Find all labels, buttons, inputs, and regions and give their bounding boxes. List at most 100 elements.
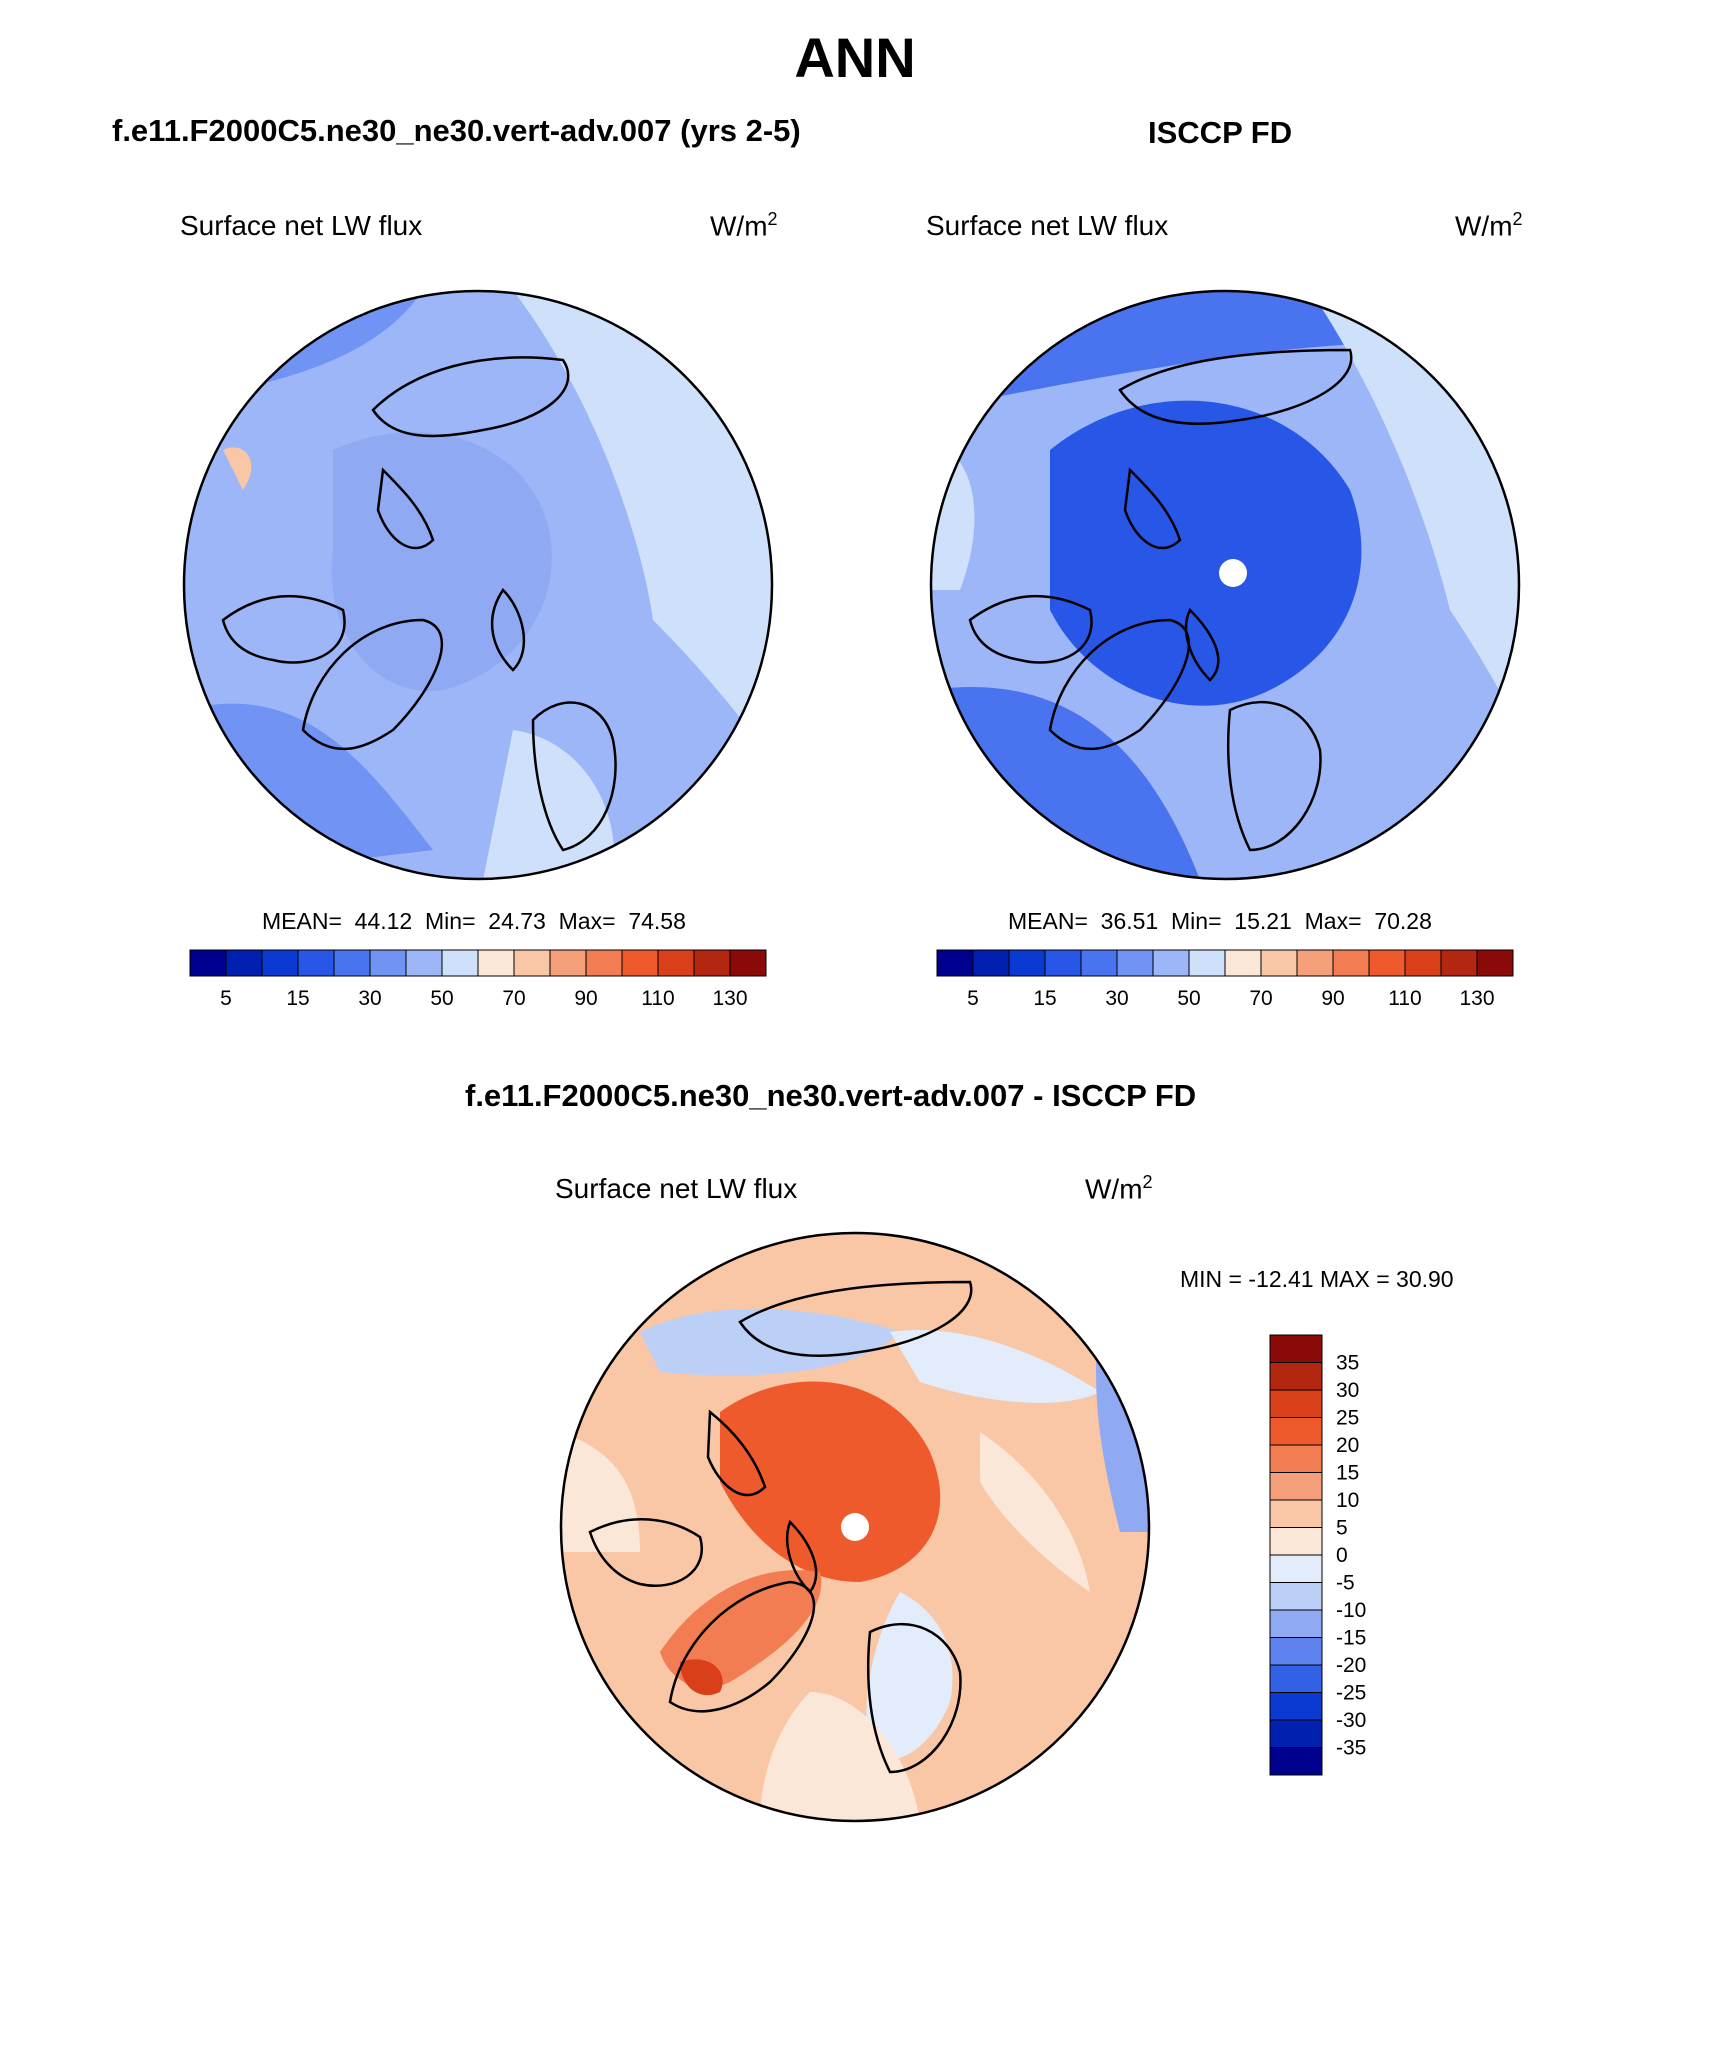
obs-colorbar-box [1368, 949, 1406, 977]
obs-colorbar-tick-label: 15 [1033, 987, 1056, 1010]
obs-colorbar-tick-label: 130 [1459, 987, 1494, 1010]
diff-colorbar: 35 30 25 20 15 10 5 0 -5 -10 -15 -20 -25 -30 -35 [1269, 1334, 1366, 1776]
diff-colorbar-box [1269, 1362, 1323, 1391]
diff-colorbar-box [1269, 1637, 1323, 1666]
model-colorbar: 5 15 30 50 70 90 110 130 [189, 949, 767, 1010]
obs-colorbar-tick-label: 5 [967, 987, 979, 1010]
model-colorbar-box [585, 949, 623, 977]
diff-colorbar-tick-label: -5 [1336, 1572, 1355, 1595]
model-coastlines [221, 356, 617, 852]
model-colorbar-tick-label: 110 [641, 987, 674, 1010]
model-units-label: W/m2 [710, 209, 778, 242]
obs-colorbar-box [1044, 949, 1082, 977]
model-colorbar-box [297, 949, 335, 977]
model-colorbar-tick-label: 5 [220, 987, 232, 1010]
model-mean-value: 44.12 [354, 908, 413, 934]
model-max-value: 74.58 [628, 908, 686, 934]
diff-colorbar-box [1269, 1334, 1323, 1363]
obs-colorbar-box [1224, 949, 1262, 977]
diff-polar-map [559, 1231, 1151, 1823]
model-colorbar-box [225, 949, 263, 977]
obs-colorbar-box [1152, 949, 1190, 977]
diff-colorbar-box [1269, 1609, 1323, 1638]
diff-colorbar-tick-label: 5 [1336, 1517, 1348, 1540]
diff-colorbar-box [1269, 1527, 1323, 1556]
model-colorbar-box [513, 949, 551, 977]
obs-min-value: 15.21 [1234, 908, 1292, 934]
obs-colorbar-tick-label: 110 [1388, 987, 1421, 1010]
diff-colorbar-box [1269, 1472, 1323, 1501]
model-stats: MEAN= 44.12 Min= 24.73 Max= 74.58 [262, 908, 686, 934]
model-colorbar-tick-label: 15 [286, 987, 309, 1010]
diff-colorbar-tick-label: -15 [1336, 1627, 1366, 1650]
diff-colorbar-tick-label: 0 [1336, 1544, 1348, 1567]
obs-panel-title: ISCCP FD [1148, 115, 1293, 150]
diff-colorbar-tick-label: 10 [1336, 1489, 1359, 1512]
diff-colorbar-box [1269, 1417, 1323, 1446]
obs-colorbar-box [1404, 949, 1442, 977]
obs-max-value: 70.28 [1374, 908, 1432, 934]
obs-colorbar-box [1008, 949, 1046, 977]
diff-minmax: MIN = -12.41 MAX = 30.90 [1180, 1266, 1454, 1292]
diff-colorbar-tick-label: 30 [1336, 1379, 1359, 1402]
model-colorbar-box [477, 949, 515, 977]
model-colorbar-box [333, 949, 371, 977]
obs-colorbar-box [1116, 949, 1154, 977]
diff-colorbar-tick-label: -25 [1336, 1682, 1366, 1705]
obs-colorbar-tick-label: 70 [1249, 987, 1272, 1010]
diff-map-frame [559, 1231, 1151, 1823]
diff-coastlines [588, 1280, 973, 1774]
diff-colorbar-box [1269, 1692, 1323, 1721]
diff-colorbar-tick-label: 25 [1336, 1407, 1359, 1430]
model-colorbar-tick-label: 90 [574, 987, 597, 1010]
diff-colorbar-box [1269, 1664, 1323, 1693]
model-colorbar-box [657, 949, 695, 977]
diff-variable-label: Surface net LW flux [555, 1173, 798, 1204]
model-colorbar-box [405, 949, 443, 977]
obs-colorbar-box [936, 949, 974, 977]
obs-mean-value: 36.51 [1100, 908, 1159, 934]
model-colorbar-tick-label: 130 [712, 987, 747, 1010]
obs-colorbar-tick-label: 50 [1177, 987, 1200, 1010]
diff-colorbar-box [1269, 1719, 1323, 1748]
obs-colorbar: 5 15 30 50 70 90 110 130 [936, 949, 1514, 1010]
model-colorbar-tick-label: 50 [430, 987, 453, 1010]
diff-colorbar-box [1269, 1444, 1323, 1473]
obs-colorbar-box [1296, 949, 1334, 977]
obs-colorbar-box [1440, 949, 1478, 977]
diff-colorbar-tick-label: 15 [1336, 1462, 1359, 1485]
obs-polar-map [929, 289, 1521, 881]
diff-panel-title: f.e11.F2000C5.ne30_ne30.vert-adv.007 - I… [465, 1078, 1197, 1113]
model-colorbar-box [729, 949, 767, 977]
diff-colorbar-tick-label: -20 [1336, 1654, 1366, 1677]
obs-stats: MEAN= 36.51 Min= 15.21 Max= 70.28 [1008, 908, 1432, 934]
obs-colorbar-box [1332, 949, 1370, 977]
model-min-value: 24.73 [488, 908, 546, 934]
model-colorbar-tick-label: 70 [502, 987, 525, 1010]
diff-units-label: W/m2 [1085, 1172, 1153, 1205]
obs-colorbar-tick-label: 90 [1321, 987, 1344, 1010]
diff-colorbar-box [1269, 1747, 1323, 1776]
model-colorbar-box [261, 949, 299, 977]
model-colorbar-box [693, 949, 731, 977]
model-map-frame [182, 289, 774, 881]
obs-colorbar-box [1260, 949, 1298, 977]
model-colorbar-box [549, 949, 587, 977]
obs-coastlines [968, 348, 1353, 852]
diff-colorbar-tick-label: -10 [1336, 1599, 1366, 1622]
diff-colorbar-tick-label: -35 [1336, 1737, 1366, 1760]
obs-colorbar-box [1080, 949, 1118, 977]
model-colorbar-box [189, 949, 227, 977]
diff-colorbar-box [1269, 1389, 1323, 1418]
obs-units-label: W/m2 [1455, 209, 1523, 242]
figure-title: ANN [794, 26, 916, 89]
diff-colorbar-tick-label: -30 [1336, 1709, 1366, 1732]
model-colorbar-tick-label: 30 [358, 987, 381, 1010]
obs-colorbar-tick-label: 30 [1105, 987, 1128, 1010]
model-colorbar-box [621, 949, 659, 977]
obs-variable-label: Surface net LW flux [926, 210, 1169, 241]
model-polar-map [182, 289, 774, 881]
obs-colorbar-box [1188, 949, 1226, 977]
obs-map-frame [929, 289, 1521, 881]
diff-colorbar-tick-label: 35 [1336, 1352, 1359, 1375]
